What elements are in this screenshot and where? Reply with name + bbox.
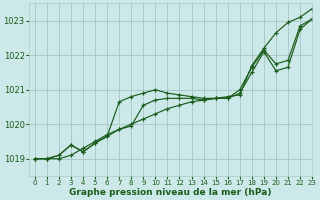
X-axis label: Graphe pression niveau de la mer (hPa): Graphe pression niveau de la mer (hPa) xyxy=(69,188,272,197)
